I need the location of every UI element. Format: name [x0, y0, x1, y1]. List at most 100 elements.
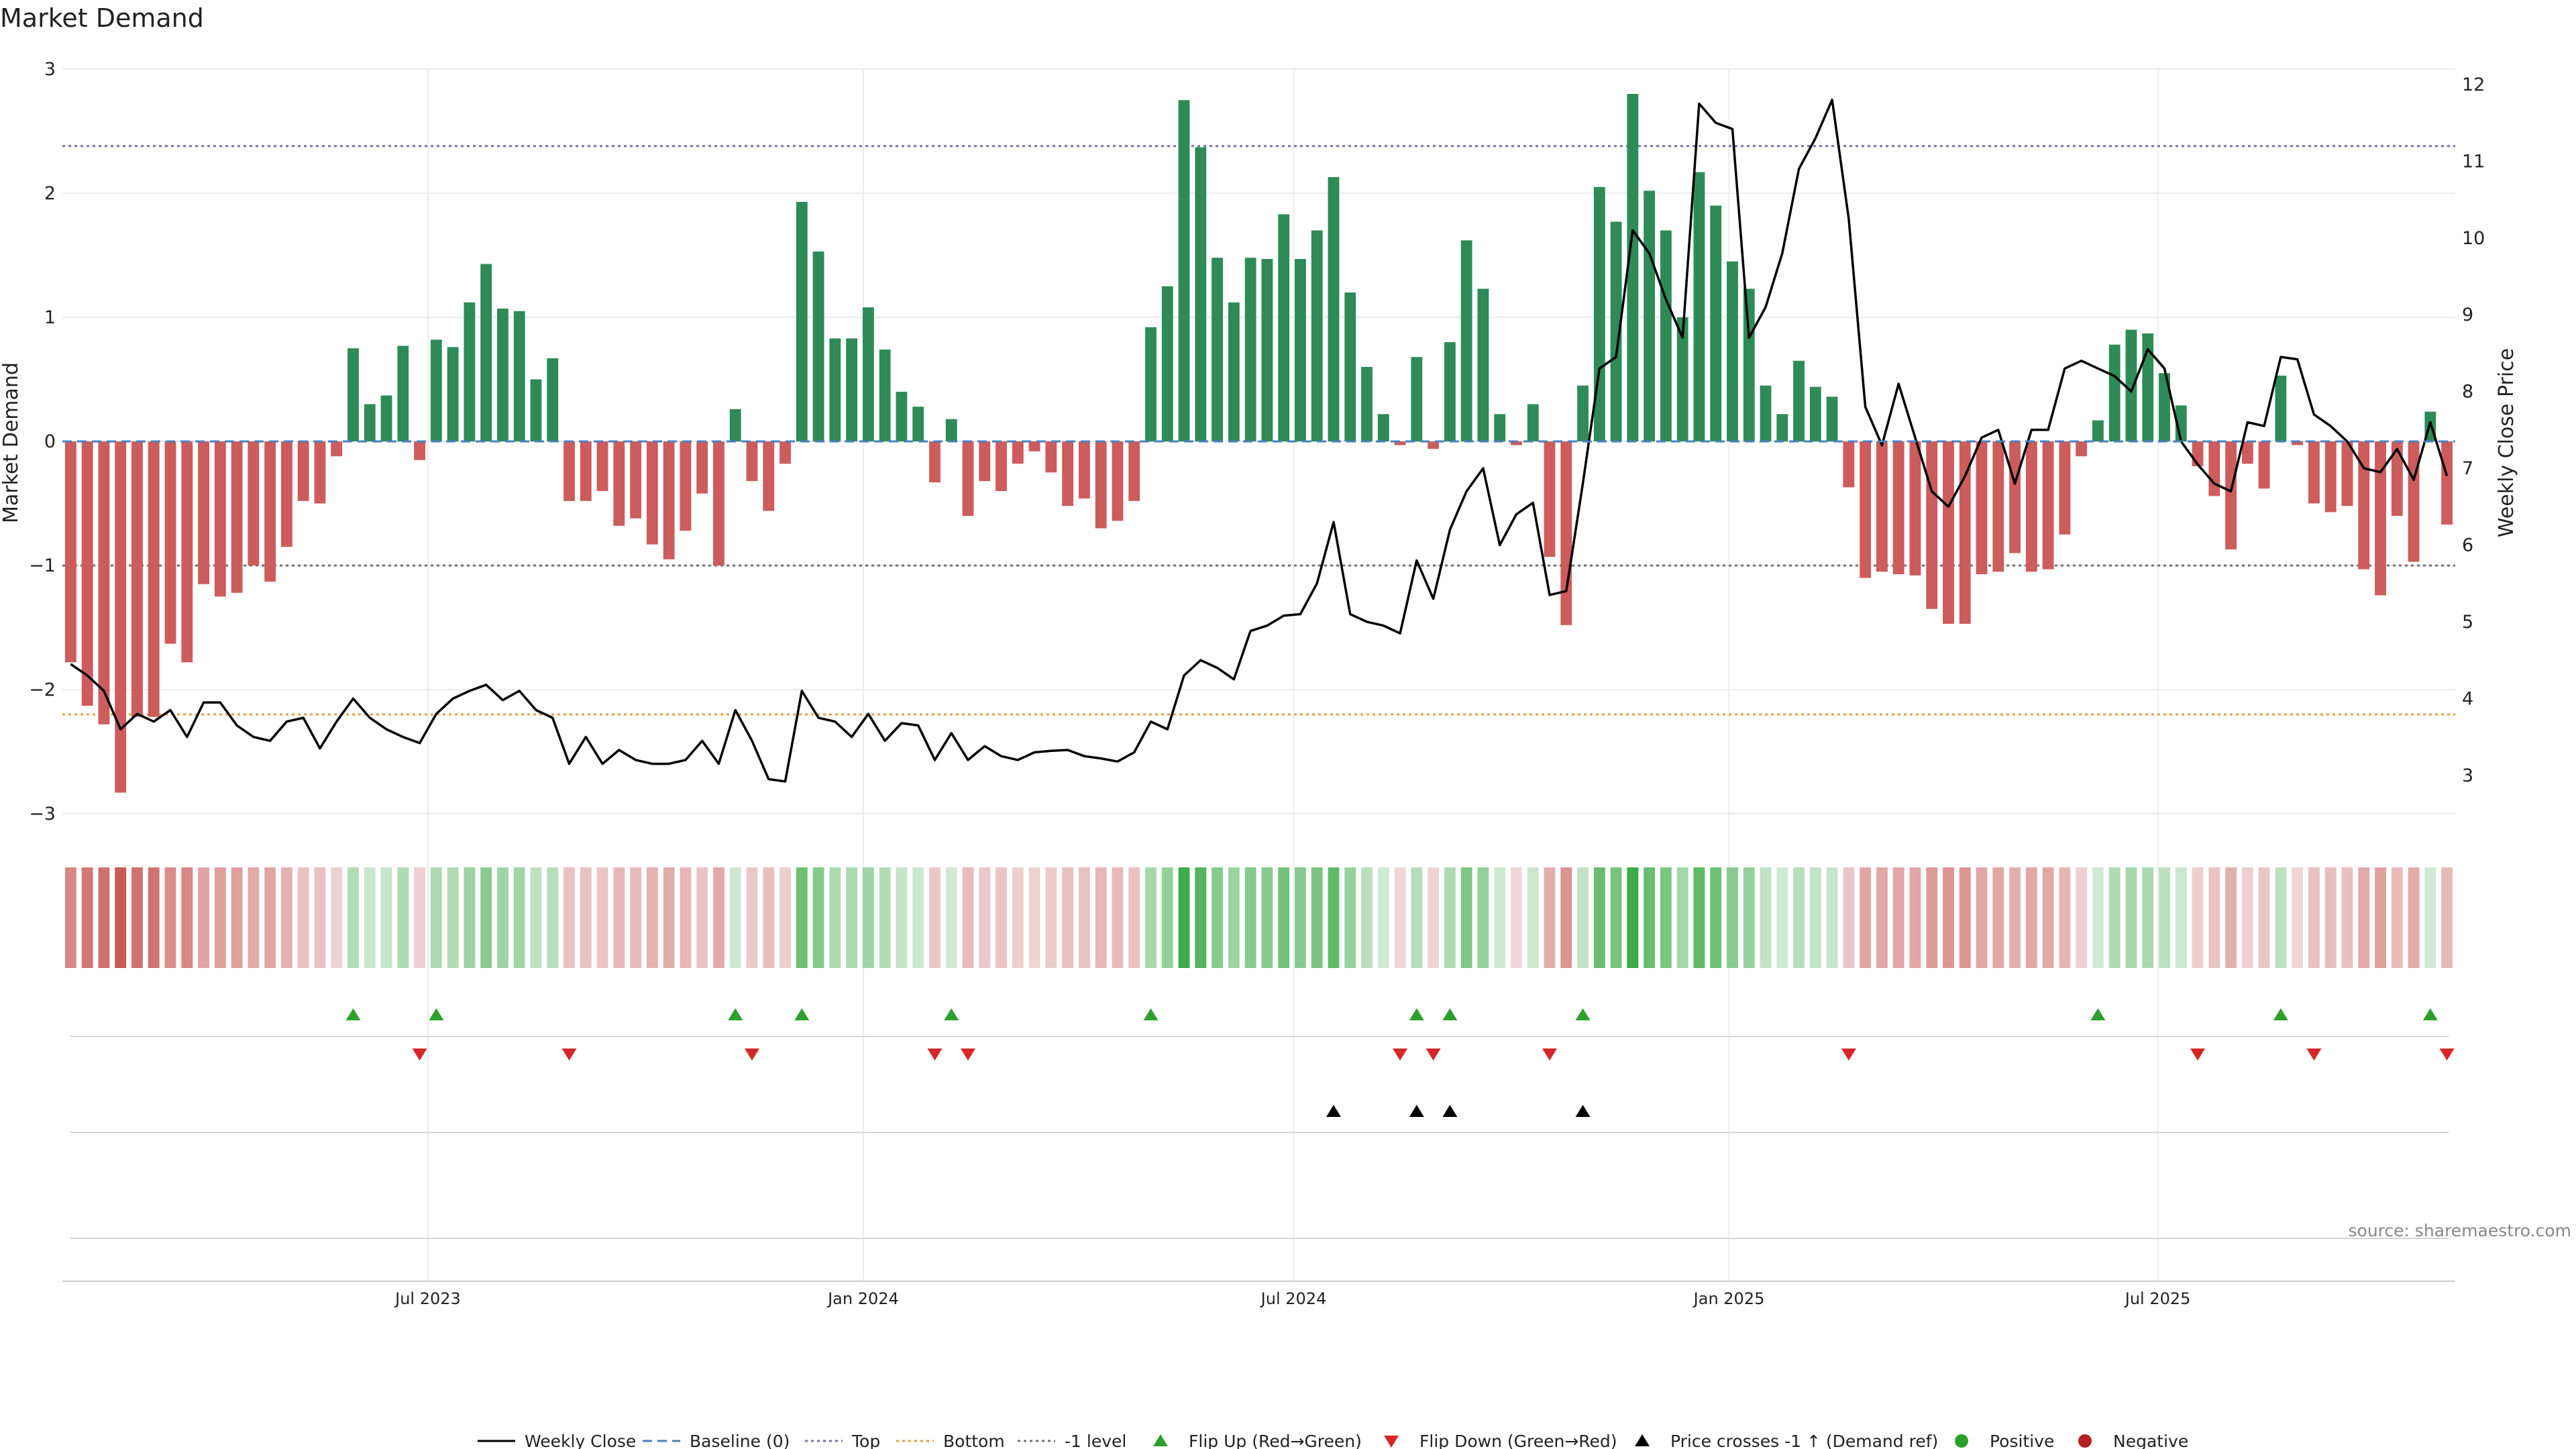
flip-down-marker — [412, 1049, 427, 1061]
legend-label: Flip Up (Red→Green) — [1189, 1432, 1362, 1449]
demand-bar — [713, 441, 724, 566]
demand-bar — [414, 441, 425, 460]
demand-bar — [862, 307, 874, 441]
x-tick-label: Jul 2023 — [394, 1289, 461, 1308]
heat-cell — [2092, 867, 2104, 968]
legend-handle-negative — [2078, 1434, 2092, 1448]
demand-bar — [2258, 441, 2270, 489]
heat-cell — [314, 867, 326, 968]
demand-bar — [530, 379, 542, 441]
demand-bar — [596, 441, 608, 491]
heat-cell — [480, 867, 492, 968]
legend-handle-price-cross — [1635, 1434, 1650, 1446]
heat-cell — [1809, 867, 1821, 968]
demand-bar — [314, 441, 326, 504]
legend-handle-positive — [1955, 1434, 1968, 1448]
demand-bar — [1992, 441, 2004, 572]
heat-cell — [663, 867, 675, 968]
demand-bar — [780, 441, 791, 464]
heat-cell — [530, 867, 542, 968]
heat-cell — [1145, 867, 1157, 968]
demand-bar — [280, 441, 292, 547]
flip-up-marker — [429, 1008, 444, 1020]
demand-bar — [1460, 240, 1472, 441]
flip-up-marker — [794, 1008, 810, 1020]
heat-cell — [1760, 867, 1772, 968]
demand-bar — [115, 441, 127, 793]
demand-bar — [564, 441, 575, 501]
heat-cell — [2159, 867, 2170, 968]
heat-cell — [2408, 867, 2420, 968]
heat-cell — [1228, 867, 1240, 968]
demand-bar — [1760, 385, 1772, 441]
demand-bar — [464, 302, 476, 441]
left-tick-label: −1 — [29, 555, 56, 576]
heat-cell — [1062, 867, 1074, 968]
legend-label: -1 level — [1065, 1432, 1126, 1449]
legend-label: Price crosses -1 ↑ (Demand ref) — [1670, 1432, 1938, 1449]
heat-cell — [1477, 867, 1489, 968]
flip-up-marker — [728, 1008, 743, 1020]
heat-cell — [280, 867, 292, 968]
demand-bar — [1560, 441, 1572, 625]
left-tick-label: 3 — [44, 59, 56, 80]
heat-cell — [713, 867, 724, 968]
demand-bar — [81, 441, 93, 706]
demand-bar — [1892, 441, 1904, 574]
heat-cell — [2275, 867, 2287, 968]
heat-cell — [1178, 867, 1190, 968]
demand-bar — [1428, 441, 1440, 449]
demand-bar — [1161, 286, 1173, 441]
reference-lines — [62, 145, 2455, 716]
heat-cell — [2076, 867, 2088, 968]
flip-up-marker — [1143, 1008, 1159, 1020]
flip-up-marker — [1575, 1008, 1591, 1020]
heat-cell — [613, 867, 625, 968]
heat-cell — [1627, 867, 1639, 968]
demand-bar — [2341, 441, 2353, 506]
flip-down-marker — [2439, 1049, 2455, 1061]
demand-bar — [364, 404, 376, 441]
demand-bar — [347, 348, 359, 441]
flip-down-marker — [2190, 1049, 2206, 1061]
demand-bar — [2076, 441, 2088, 457]
demand-bar — [2308, 441, 2320, 504]
heat-cell — [1959, 867, 1971, 968]
demand-bar — [1045, 441, 1057, 473]
legend-label: Negative — [2113, 1432, 2188, 1449]
heat-cell — [430, 867, 442, 968]
left-tick-label: −3 — [29, 804, 56, 824]
heat-cell — [1295, 867, 1306, 968]
heat-cell — [1095, 867, 1107, 968]
demand-bar — [962, 441, 974, 516]
demand-bar — [2408, 441, 2420, 562]
heat-cell — [1344, 867, 1356, 968]
legend-label: Flip Down (Green→Red) — [1419, 1432, 1617, 1449]
demand-bar — [1278, 214, 1290, 441]
heat-cell — [497, 867, 508, 968]
demand-bar — [1128, 441, 1140, 501]
heat-cell — [580, 867, 592, 968]
heat-cell — [1776, 867, 1788, 968]
demand-bar — [1295, 259, 1306, 441]
heat-cell — [862, 867, 874, 968]
heat-cell — [680, 867, 692, 968]
flip-up-marker — [2422, 1008, 2438, 1020]
legend-label: Baseline (0) — [690, 1432, 790, 1449]
legend-label: Positive — [1990, 1432, 2054, 1449]
heat-cell — [2258, 867, 2270, 968]
heat-cell — [2142, 867, 2154, 968]
demand-bar — [729, 409, 741, 441]
heat-cell — [1161, 867, 1173, 968]
x-tick-label: Jan 2024 — [826, 1289, 899, 1308]
x-tick-label: Jan 2025 — [1693, 1289, 1765, 1308]
heat-cell — [2059, 867, 2071, 968]
heat-cell — [1693, 867, 1705, 968]
heat-cell — [214, 867, 226, 968]
x-tick-label: Jul 2025 — [2124, 1289, 2191, 1308]
heat-cell — [115, 867, 127, 968]
price-cross-marker — [1326, 1105, 1341, 1117]
heat-cell — [879, 867, 891, 968]
demand-bar — [1477, 288, 1489, 441]
legend-handle-flip-down — [1384, 1436, 1399, 1448]
